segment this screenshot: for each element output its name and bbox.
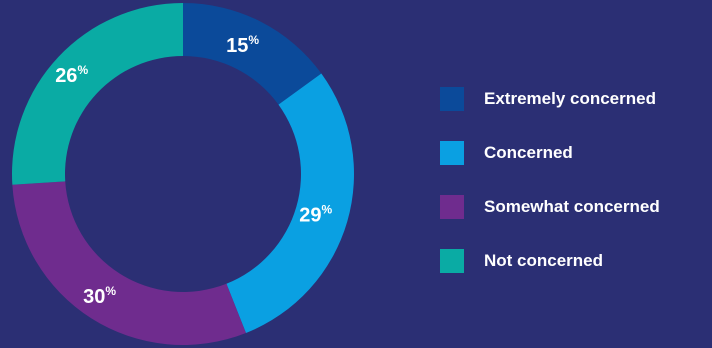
donut-slice-somewhat-concerned: [12, 181, 246, 346]
legend-label: Concerned: [484, 143, 573, 162]
legend-label: Not concerned: [484, 251, 604, 270]
slice-label-extremely-concerned: 15%: [226, 33, 259, 57]
legend-item-extremely-concerned: Extremely concerned: [440, 87, 712, 111]
donut-slices: [11, 3, 355, 346]
legend-swatch: [440, 87, 464, 111]
legend-label: Somewhat concerned: [484, 197, 660, 216]
legend-label: Extremely concerned: [484, 89, 656, 108]
legend-swatch: [440, 141, 464, 165]
slice-label-not-concerned: 26%: [55, 63, 88, 87]
legend: Extremely concerned Concerned Somewhat c…: [440, 87, 712, 303]
legend-item-not-concerned: Not concerned: [440, 249, 712, 273]
legend-swatch: [440, 249, 464, 273]
donut-slice-not-concerned: [11, 3, 183, 185]
legend-item-concerned: Concerned: [440, 141, 712, 165]
slice-labels: 15% 29% 30% 26%: [55, 33, 332, 308]
slice-label-somewhat-concerned: 30%: [83, 284, 116, 308]
donut-slice-concerned: [226, 73, 355, 333]
donut-slice-extremely-concerned: [183, 3, 322, 105]
slice-label-concerned: 29%: [299, 202, 332, 226]
legend-item-somewhat-concerned: Somewhat concerned: [440, 195, 712, 219]
legend-swatch: [440, 195, 464, 219]
